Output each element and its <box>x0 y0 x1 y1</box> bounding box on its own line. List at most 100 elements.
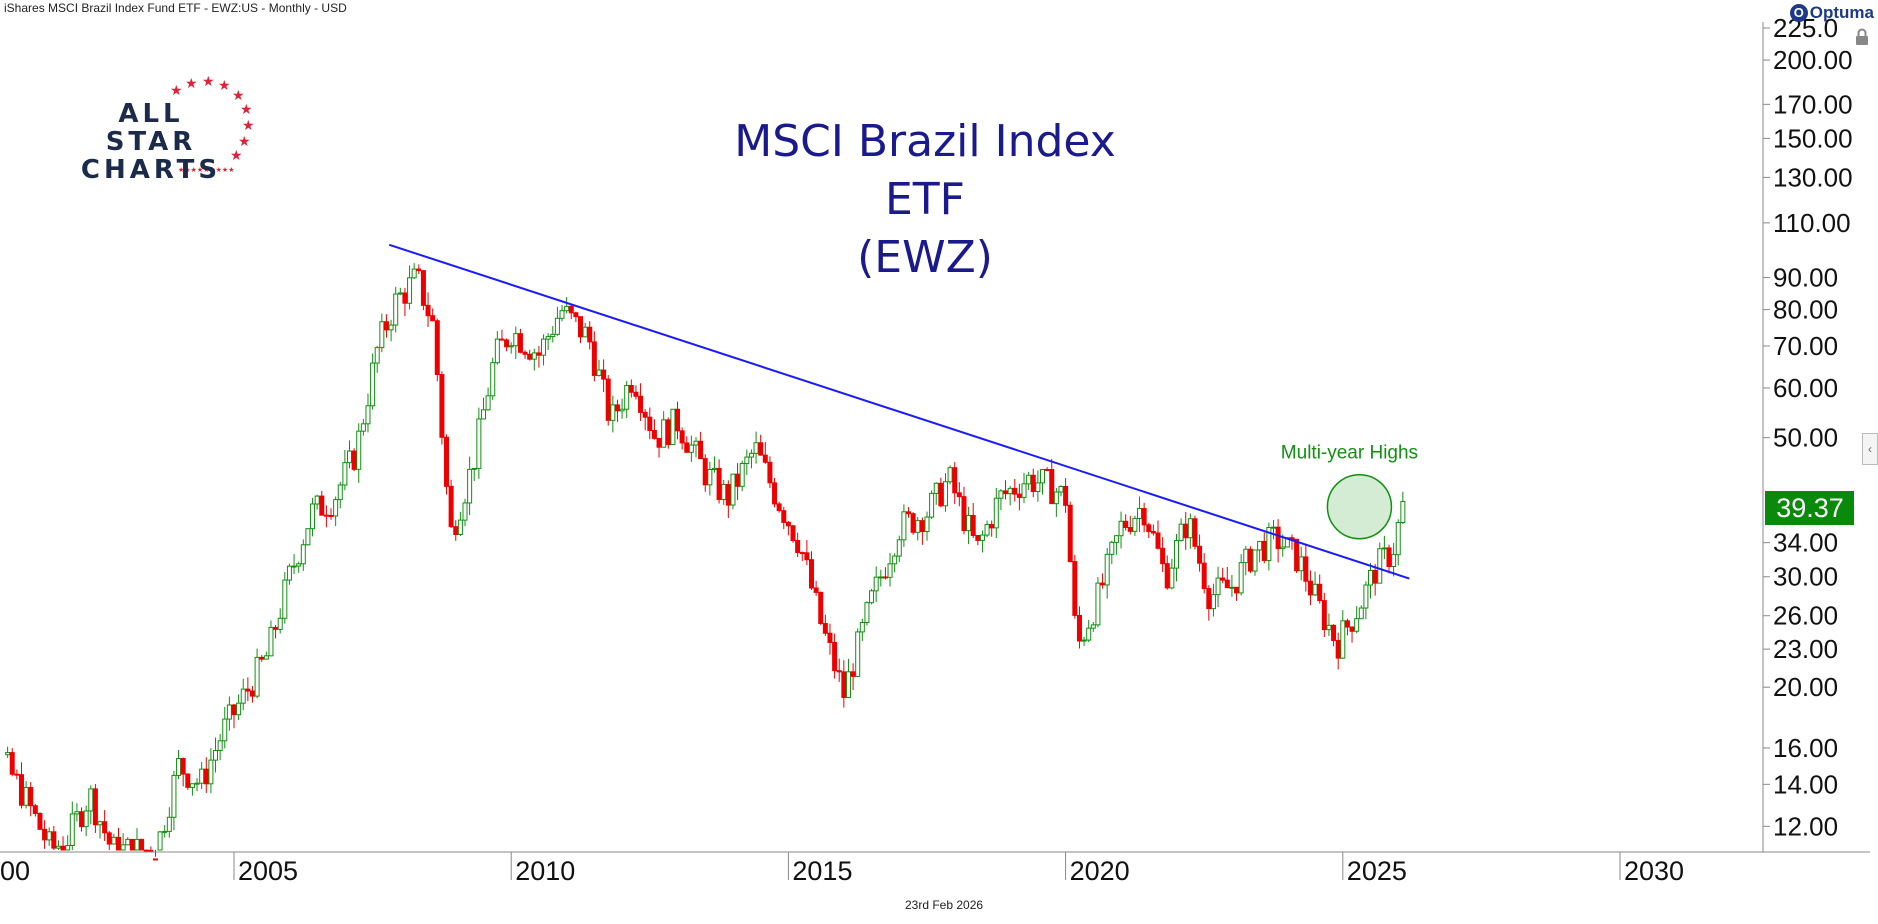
candle <box>1044 467 1050 472</box>
candle-body <box>841 671 847 698</box>
y-tick-label: 50.00 <box>1773 423 1838 453</box>
candle <box>1132 515 1138 536</box>
candle <box>217 734 223 761</box>
candle <box>434 318 440 382</box>
candle <box>1197 534 1203 572</box>
candle-body <box>79 811 85 828</box>
collapse-panel-button[interactable]: ‹ <box>1862 433 1878 465</box>
candle-body <box>300 544 306 565</box>
candle <box>1215 566 1221 608</box>
candle-body <box>176 758 182 776</box>
logo-text: ALL STAR CHARTS <box>76 100 226 184</box>
lock-icon[interactable] <box>1854 28 1870 46</box>
candle <box>240 678 246 711</box>
candle <box>878 569 884 587</box>
candle <box>979 530 985 553</box>
candle <box>1349 626 1355 643</box>
candle <box>1040 468 1045 495</box>
candle <box>9 748 15 777</box>
svg-text:★: ★ <box>238 134 251 150</box>
candle <box>268 620 274 657</box>
candle <box>23 781 29 809</box>
candle <box>393 286 399 333</box>
x-tick-label: 2005 <box>238 856 298 886</box>
candle <box>185 773 191 790</box>
candle-body <box>845 671 851 698</box>
candle <box>536 345 542 368</box>
candle-body <box>393 293 399 326</box>
candle-body <box>291 565 297 568</box>
candle-body <box>1118 520 1124 537</box>
candle-body <box>157 831 163 851</box>
candle <box>102 810 108 841</box>
candle <box>1192 515 1198 550</box>
candle-body <box>268 626 274 657</box>
candle <box>605 375 611 426</box>
candle <box>628 379 634 398</box>
candle <box>1067 501 1073 563</box>
candle <box>249 686 255 703</box>
candle-body <box>1137 507 1143 519</box>
candle <box>614 399 620 422</box>
candle-body <box>1298 556 1304 572</box>
candle <box>1247 546 1253 574</box>
candle-body <box>1058 485 1064 493</box>
candle-body <box>430 315 436 322</box>
candle <box>476 407 482 479</box>
candle-body <box>434 320 440 376</box>
candle <box>444 434 450 495</box>
candle <box>120 833 126 851</box>
candle <box>684 436 690 453</box>
candle <box>277 608 283 634</box>
candle-body <box>1053 491 1059 505</box>
candle <box>365 393 371 433</box>
candle <box>259 655 265 662</box>
candle <box>822 614 828 636</box>
candle-body <box>938 482 944 507</box>
candle-body <box>245 688 251 692</box>
y-tick-label: 12.00 <box>1773 811 1838 841</box>
candle-body <box>388 324 394 331</box>
candle-body <box>457 519 463 536</box>
candle-body <box>60 845 66 851</box>
candle-body <box>799 552 805 555</box>
candle <box>559 305 565 322</box>
candle-body <box>480 409 486 420</box>
candle-body <box>1335 639 1341 659</box>
candle-body <box>619 408 625 412</box>
candle-body <box>5 752 11 756</box>
candle <box>517 328 523 354</box>
candle <box>1312 571 1318 597</box>
y-tick-label: 60.00 <box>1773 373 1838 403</box>
chart-title: MSCI Brazil Index ETF (EWZ) <box>700 113 1150 287</box>
candle <box>374 345 380 373</box>
candle-body <box>310 503 316 530</box>
candle-body <box>1104 553 1110 586</box>
candle <box>1150 524 1156 536</box>
candles <box>5 263 1406 861</box>
y-tick-label: 200.00 <box>1773 45 1853 75</box>
candle <box>499 329 505 341</box>
candle <box>1386 544 1392 574</box>
candle <box>670 408 676 446</box>
candle <box>647 407 653 440</box>
candle-body <box>578 316 583 338</box>
candle-body <box>809 559 814 589</box>
candle-body <box>804 552 810 561</box>
candle-body <box>730 473 736 506</box>
last-price-box <box>1765 491 1854 525</box>
candle-body <box>1192 518 1198 547</box>
trendline <box>388 243 1410 580</box>
candle-body <box>1132 517 1138 532</box>
candle <box>333 496 339 527</box>
candle-body <box>527 353 533 360</box>
candle <box>213 737 219 773</box>
candle-body <box>379 321 385 349</box>
candle-body <box>476 418 482 469</box>
candle-body <box>1095 582 1101 626</box>
candle <box>319 490 325 516</box>
candle <box>665 417 671 449</box>
candle-body <box>836 670 842 673</box>
candle-body <box>744 456 750 465</box>
